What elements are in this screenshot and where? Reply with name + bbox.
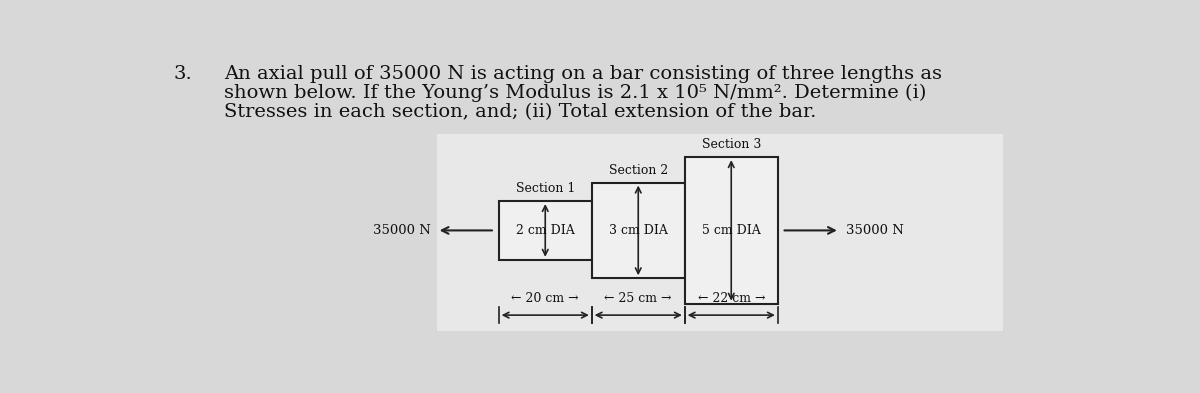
Text: 35000 N: 35000 N [846,224,904,237]
Text: 3 cm DIA: 3 cm DIA [608,224,667,237]
Text: An axial pull of 35000 N is acting on a bar consisting of three lengths as: An axial pull of 35000 N is acting on a … [223,65,942,83]
Text: Stresses in each section, and; (ii) Total extension of the bar.: Stresses in each section, and; (ii) Tota… [223,103,816,121]
Text: Section 2: Section 2 [608,163,668,176]
Bar [437,134,1002,331]
Text: ← 22 cm →: ← 22 cm → [697,292,766,305]
Text: 3.: 3. [173,65,192,83]
Text: shown below. If the Young’s Modulus is 2.1 x 10⁵ N/mm². Determine (i): shown below. If the Young’s Modulus is 2… [223,84,926,102]
Text: ← 20 cm →: ← 20 cm → [511,292,580,305]
Bar [592,183,685,278]
Text: 2 cm DIA: 2 cm DIA [516,224,575,237]
Text: 5 cm DIA: 5 cm DIA [702,224,761,237]
Bar [685,157,778,303]
Bar [499,201,592,260]
Text: Section 3: Section 3 [702,138,761,151]
Text: 35000 N: 35000 N [373,224,431,237]
Text: ← 25 cm →: ← 25 cm → [605,292,672,305]
Text: Section 1: Section 1 [516,182,575,195]
